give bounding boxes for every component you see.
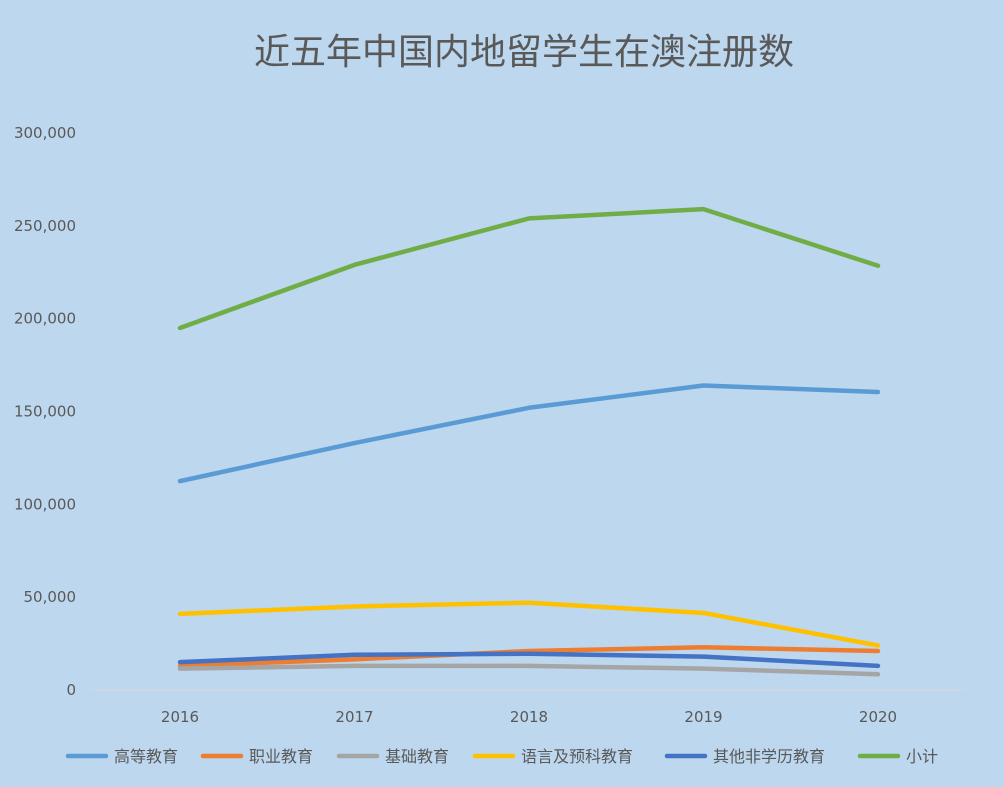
x-tick-label: 2017: [335, 708, 373, 726]
series-line-4: [177, 651, 881, 669]
y-tick-label: 100,000: [14, 495, 76, 513]
legend-label: 语言及预科教育: [521, 747, 633, 766]
series-line-2: [177, 663, 881, 677]
chart-title: 近五年中国内地留学生在澳注册数: [254, 32, 794, 73]
y-tick-label: 300,000: [14, 124, 76, 142]
x-tick-label: 2018: [510, 708, 548, 726]
series-line-3: [177, 600, 881, 648]
y-tick-label: 150,000: [14, 403, 76, 421]
y-tick-label: 0: [66, 681, 76, 699]
x-axis-ticks: 2016 2017 2018 2019 2020: [161, 708, 897, 726]
legend-label: 小计: [906, 747, 938, 766]
legend-label: 高等教育: [114, 747, 178, 766]
series-lines: [177, 206, 881, 677]
legend-label: 其他非学历教育: [713, 747, 825, 766]
x-tick-label: 2016: [161, 708, 199, 726]
x-tick-label: 2020: [859, 708, 897, 726]
series-line-1: [177, 645, 881, 669]
x-tick-label: 2019: [684, 708, 722, 726]
y-tick-label: 200,000: [14, 310, 76, 328]
series-line-0: [177, 383, 881, 484]
y-tick-label: 50,000: [24, 588, 77, 606]
y-axis-ticks: 0 50,000 100,000 150,000 200,000 250,000 300,0…: [14, 124, 76, 699]
legend: 高等教育 职业教育 基础教育 语言及预科教育 其他非学历教育 小计: [65, 747, 938, 766]
legend-label: 职业教育: [249, 747, 313, 766]
legend-label: 基础教育: [385, 747, 449, 766]
series-line-5: [177, 206, 881, 331]
y-tick-label: 250,000: [14, 217, 76, 235]
